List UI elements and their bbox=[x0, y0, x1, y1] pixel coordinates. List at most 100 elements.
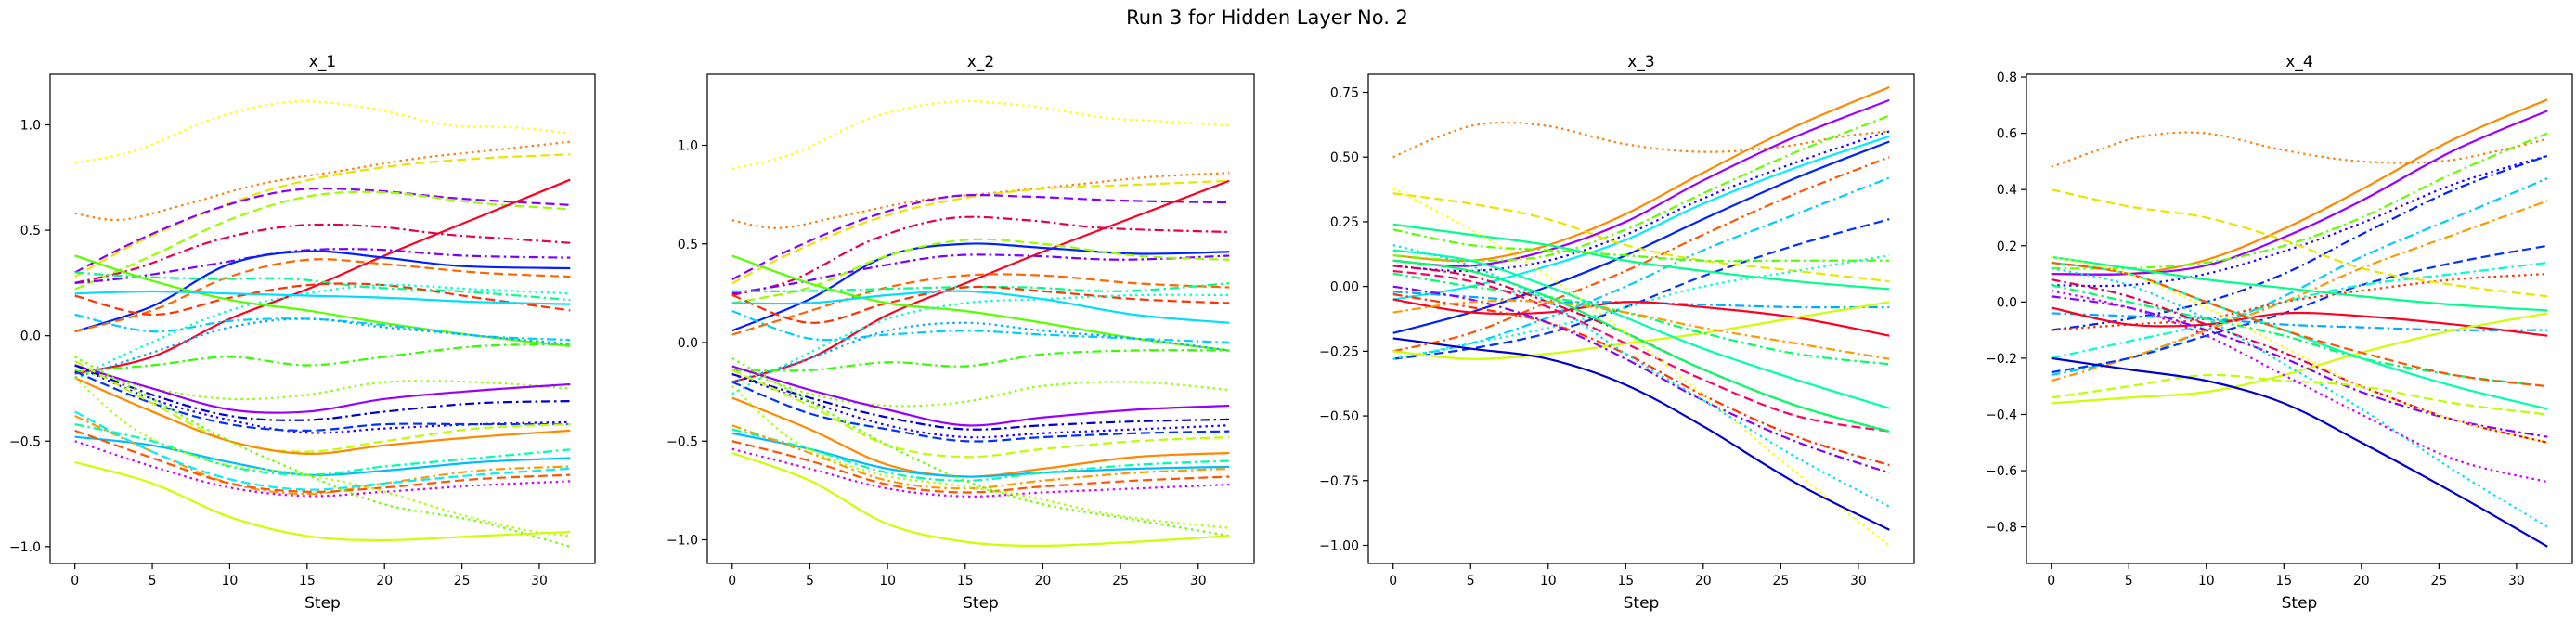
x-tick-label: 0 bbox=[728, 574, 736, 589]
subplot-title: x_3 bbox=[1627, 53, 1654, 71]
series-line-8 bbox=[731, 253, 1230, 294]
y-tick-label: −0.8 bbox=[1986, 521, 2017, 536]
series-line-10 bbox=[2051, 261, 2548, 359]
series-line-34 bbox=[74, 460, 571, 542]
x-tick-label: 30 bbox=[531, 574, 548, 589]
series-line-12 bbox=[74, 282, 571, 317]
subplot-title: x_4 bbox=[2285, 53, 2312, 71]
series-line-12 bbox=[731, 285, 1230, 324]
series-line-5 bbox=[1392, 130, 1890, 273]
x-tick-label: 25 bbox=[454, 574, 471, 589]
series-line-7 bbox=[731, 242, 1230, 332]
series-line-15 bbox=[74, 290, 571, 305]
series-line-5 bbox=[74, 190, 571, 291]
series-line-22 bbox=[731, 372, 1230, 439]
series-line-16 bbox=[731, 293, 1230, 395]
series-line-6 bbox=[74, 178, 571, 375]
x-tick-label: 25 bbox=[1112, 574, 1129, 589]
x-tick-label: 15 bbox=[299, 574, 316, 589]
series-line-14 bbox=[1392, 254, 1890, 360]
series-line-20 bbox=[731, 365, 1230, 427]
series-line-1 bbox=[1392, 121, 1890, 159]
series-group bbox=[73, 100, 571, 548]
series-line-29 bbox=[731, 440, 1230, 494]
series-line-26 bbox=[2051, 356, 2548, 548]
series-line-29 bbox=[74, 429, 571, 493]
series-line-17 bbox=[74, 317, 571, 380]
y-tick-label: 0.25 bbox=[1330, 215, 1359, 230]
y-tick-label: −0.75 bbox=[1319, 474, 1359, 489]
x-tick-label: 30 bbox=[1850, 574, 1867, 589]
series-line-30 bbox=[74, 410, 571, 491]
series-line-33 bbox=[73, 377, 571, 537]
x-axis-label: Step bbox=[963, 594, 999, 613]
y-tick-label: −0.5 bbox=[9, 434, 41, 449]
subplot-1: 0 5 10 15 20 25 30 −1.0 −0.5 0.0 0.5 1.0 x_1 Step bbox=[9, 53, 596, 613]
x-tick-label: 15 bbox=[957, 574, 974, 589]
y-tick-label: 0.2 bbox=[1997, 239, 2017, 254]
series-line-15 bbox=[731, 309, 1230, 344]
x-tick-label: 0 bbox=[2047, 574, 2055, 589]
y-tick-label: −0.6 bbox=[1986, 464, 2017, 479]
x-tick-label: 30 bbox=[1190, 574, 1207, 589]
y-tick-label: −1.00 bbox=[1319, 538, 1359, 553]
series-line-25 bbox=[1392, 243, 1890, 508]
series-group bbox=[2051, 98, 2548, 548]
x-tick-label: 0 bbox=[1389, 574, 1397, 589]
series-line-19 bbox=[1392, 249, 1890, 409]
series-line-27 bbox=[74, 423, 571, 476]
series-line-10 bbox=[731, 273, 1230, 336]
y-tick-label: 0.5 bbox=[678, 238, 698, 252]
series-line-15 bbox=[2051, 306, 2548, 337]
series-line-28 bbox=[1392, 299, 1890, 360]
series-line-22 bbox=[2051, 255, 2548, 444]
series-line-3 bbox=[74, 153, 571, 278]
series-line-23 bbox=[1392, 292, 1890, 467]
plot-frame bbox=[49, 73, 596, 564]
x-tick-label: 20 bbox=[1035, 574, 1052, 589]
x-tick-label: 10 bbox=[1540, 574, 1557, 589]
x-tick-label: 0 bbox=[71, 574, 79, 589]
series-line-13 bbox=[74, 283, 571, 380]
series-line-1 bbox=[2051, 131, 2548, 168]
series-line-25 bbox=[74, 377, 571, 455]
series-line-20 bbox=[74, 364, 571, 414]
x-tick-label: 25 bbox=[2430, 574, 2447, 589]
series-line-21 bbox=[1392, 269, 1890, 433]
series-group bbox=[1392, 85, 1890, 547]
series-line-2 bbox=[74, 140, 571, 222]
series-line-4 bbox=[74, 187, 571, 274]
series-line-4 bbox=[731, 193, 1230, 280]
series-line-28 bbox=[731, 424, 1230, 490]
series-line-12 bbox=[1392, 223, 1890, 291]
series-line-25 bbox=[2051, 290, 2548, 484]
series-line-3 bbox=[731, 179, 1230, 285]
y-tick-label: 0.5 bbox=[20, 224, 41, 239]
y-tick-label: 0.0 bbox=[1997, 295, 2017, 310]
y-tick-label: −1.0 bbox=[667, 534, 698, 549]
series-line-30 bbox=[731, 447, 1230, 498]
series-line-22 bbox=[74, 364, 571, 434]
series-line-21 bbox=[731, 372, 1230, 431]
subplot-4: 0 5 10 15 20 25 30 −0.8 −0.6 −0.4 −0.2 0.0 0.2 0.4 0.6… bbox=[1986, 53, 2573, 613]
series-line-6 bbox=[2051, 154, 2548, 331]
y-tick-label: 0.00 bbox=[1330, 280, 1359, 295]
series-line-22 bbox=[1392, 259, 1890, 433]
subplot-3: 0 5 10 15 20 25 30 −1.00 −0.75 −0.50 −0.25 0.00 0.25… bbox=[1319, 53, 1915, 613]
series-line-10 bbox=[74, 258, 571, 333]
series-line-9 bbox=[731, 238, 1230, 304]
y-tick-label: 0.0 bbox=[678, 336, 698, 351]
y-tick-label: 0.6 bbox=[1997, 127, 2017, 142]
series-line-24 bbox=[2051, 373, 2548, 416]
y-tick-label: −0.2 bbox=[1986, 352, 2017, 367]
y-tick-label: 0.0 bbox=[20, 330, 41, 344]
series-line-20 bbox=[2051, 278, 2548, 444]
series-line-13 bbox=[731, 254, 1230, 352]
series-line-24 bbox=[1392, 285, 1890, 474]
series-line-18 bbox=[74, 343, 571, 373]
x-tick-label: 10 bbox=[222, 574, 239, 589]
series-line-8 bbox=[1392, 156, 1890, 353]
y-tick-label: −0.50 bbox=[1319, 409, 1359, 424]
